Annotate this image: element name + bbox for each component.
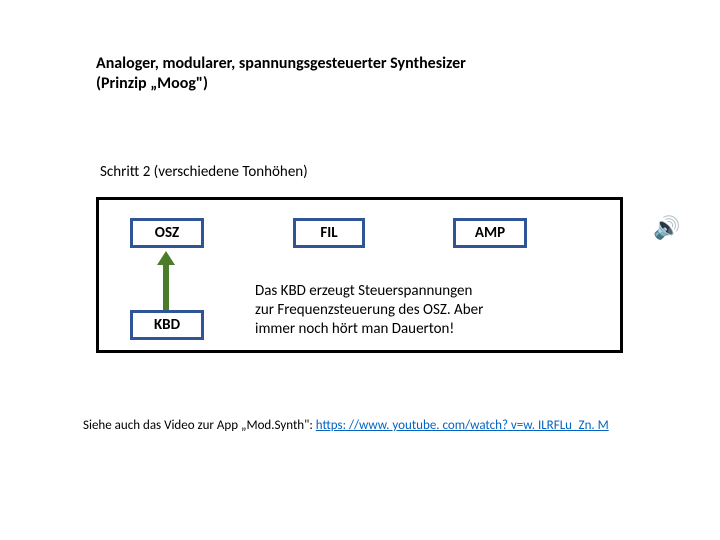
footer-link[interactable]: https: //www. youtube. com/watch? v=w. I… (316, 418, 609, 433)
module-fil-label: FIL (320, 224, 337, 242)
footer-text: Siehe auch das Video zur App „Mod.Synth"… (83, 418, 609, 433)
title-line2: (Prinzip „Moog") (96, 74, 208, 93)
desc-line1: Das KBD erzeugt Steuerspannungen (255, 282, 472, 300)
desc-line3: immer noch hört man Dauerton! (255, 320, 454, 338)
module-amp-label: AMP (475, 224, 505, 242)
module-kbd-label: KBD (154, 316, 180, 334)
module-fil: FIL (293, 218, 365, 248)
module-amp: AMP (453, 218, 527, 248)
step-subtitle: Schritt 2 (verschiedene Tonhöhen) (100, 163, 308, 181)
description-text: Das KBD erzeugt Steuerspannungen zur Fre… (255, 282, 483, 338)
arrow-kbd-to-osz-line (163, 262, 169, 310)
module-kbd: KBD (130, 310, 204, 340)
title-line1: Analoger, modularer, spannungsgesteuerte… (96, 54, 466, 73)
speaker-icon: 🔊 (653, 214, 680, 241)
arrow-kbd-to-osz-head (157, 251, 175, 265)
module-osz-label: OSZ (155, 224, 179, 242)
footer-prefix: Siehe auch das Video zur App „Mod.Synth"… (83, 418, 316, 433)
desc-line2: zur Frequenzsteuerung des OSZ. Aber (255, 301, 483, 319)
page-title: Analoger, modularer, spannungsgesteuerte… (96, 54, 466, 94)
module-osz: OSZ (130, 218, 204, 248)
